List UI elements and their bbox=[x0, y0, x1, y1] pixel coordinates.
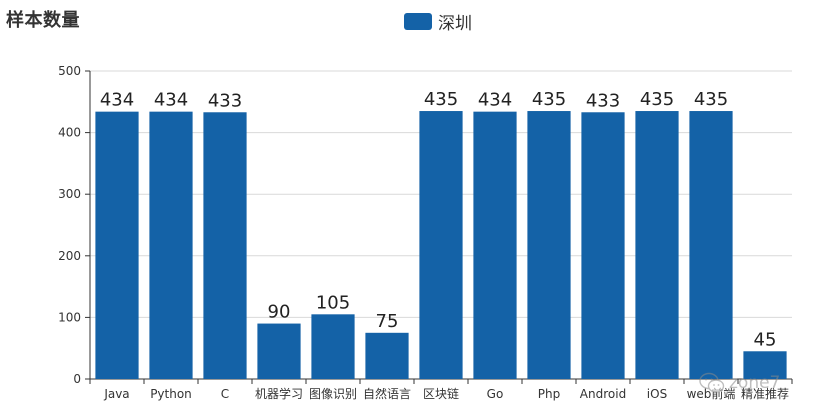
x-tick-label: 自然语言 bbox=[363, 386, 411, 401]
wechat-icon bbox=[699, 372, 725, 393]
bar[interactable] bbox=[257, 323, 301, 379]
bar[interactable] bbox=[689, 111, 733, 379]
bar[interactable] bbox=[635, 111, 679, 379]
y-tick-label: 300 bbox=[58, 187, 81, 201]
data-label: 434 bbox=[154, 90, 188, 111]
data-label: 434 bbox=[100, 90, 134, 111]
data-label: 435 bbox=[424, 89, 458, 110]
y-tick-label: 100 bbox=[58, 310, 81, 324]
bar[interactable] bbox=[95, 111, 139, 379]
x-tick-label: 区块链 bbox=[423, 386, 459, 401]
data-label: 75 bbox=[376, 311, 399, 332]
legend-label: 深圳 bbox=[438, 14, 472, 34]
x-tick-label: 机器学习 bbox=[255, 386, 303, 401]
y-tick-labels: 0 100 200 300 400 500 bbox=[58, 64, 81, 386]
watermark-text: zone7 bbox=[729, 373, 781, 393]
x-tick-label: Java bbox=[103, 387, 129, 401]
data-label: 435 bbox=[694, 89, 728, 110]
data-label: 90 bbox=[268, 302, 291, 323]
bar[interactable] bbox=[203, 112, 247, 379]
data-label: 105 bbox=[316, 292, 350, 313]
y-tick-label: 500 bbox=[58, 64, 81, 78]
x-tick-label: iOS bbox=[647, 387, 667, 401]
bar[interactable] bbox=[581, 112, 625, 379]
chart-title: 样本数量 bbox=[6, 10, 80, 31]
data-labels: 434 434 433 90 105 75 435 434 435 433 435 435 45 bbox=[100, 89, 777, 350]
data-label: 433 bbox=[208, 90, 242, 111]
legend[interactable]: 深圳 bbox=[404, 9, 472, 34]
data-label: 435 bbox=[532, 89, 566, 110]
y-tick-label: 400 bbox=[58, 126, 81, 140]
bar[interactable] bbox=[365, 332, 409, 379]
bar[interactable] bbox=[473, 111, 517, 379]
data-label: 435 bbox=[640, 89, 674, 110]
x-tick-label: Go bbox=[487, 387, 504, 401]
x-tick-label: Python bbox=[150, 387, 192, 401]
x-tick-label: C bbox=[221, 387, 229, 401]
data-label: 434 bbox=[478, 90, 512, 111]
data-label: 45 bbox=[754, 329, 777, 350]
bar[interactable] bbox=[743, 351, 787, 379]
y-tick-label: 200 bbox=[58, 249, 81, 263]
bar[interactable] bbox=[311, 314, 355, 379]
x-tick-label: Php bbox=[538, 387, 560, 401]
watermark: zone7 bbox=[699, 372, 780, 394]
x-tick-labels: Java Python C 机器学习 图像识别 自然语言 区块链 Go Php Android iO… bbox=[103, 386, 789, 401]
x-tick-label: 精准推荐 bbox=[741, 387, 789, 401]
y-tick-label: 0 bbox=[73, 372, 81, 386]
bar[interactable] bbox=[419, 111, 463, 379]
bar[interactable] bbox=[149, 111, 193, 379]
bars bbox=[95, 111, 787, 379]
legend-swatch bbox=[404, 13, 432, 30]
x-tick-label: Android bbox=[580, 387, 626, 401]
bar[interactable] bbox=[527, 111, 571, 379]
x-tick-label: 图像识别 bbox=[309, 387, 357, 401]
x-tick-label: web前端 bbox=[687, 386, 736, 401]
data-label: 433 bbox=[586, 90, 620, 111]
